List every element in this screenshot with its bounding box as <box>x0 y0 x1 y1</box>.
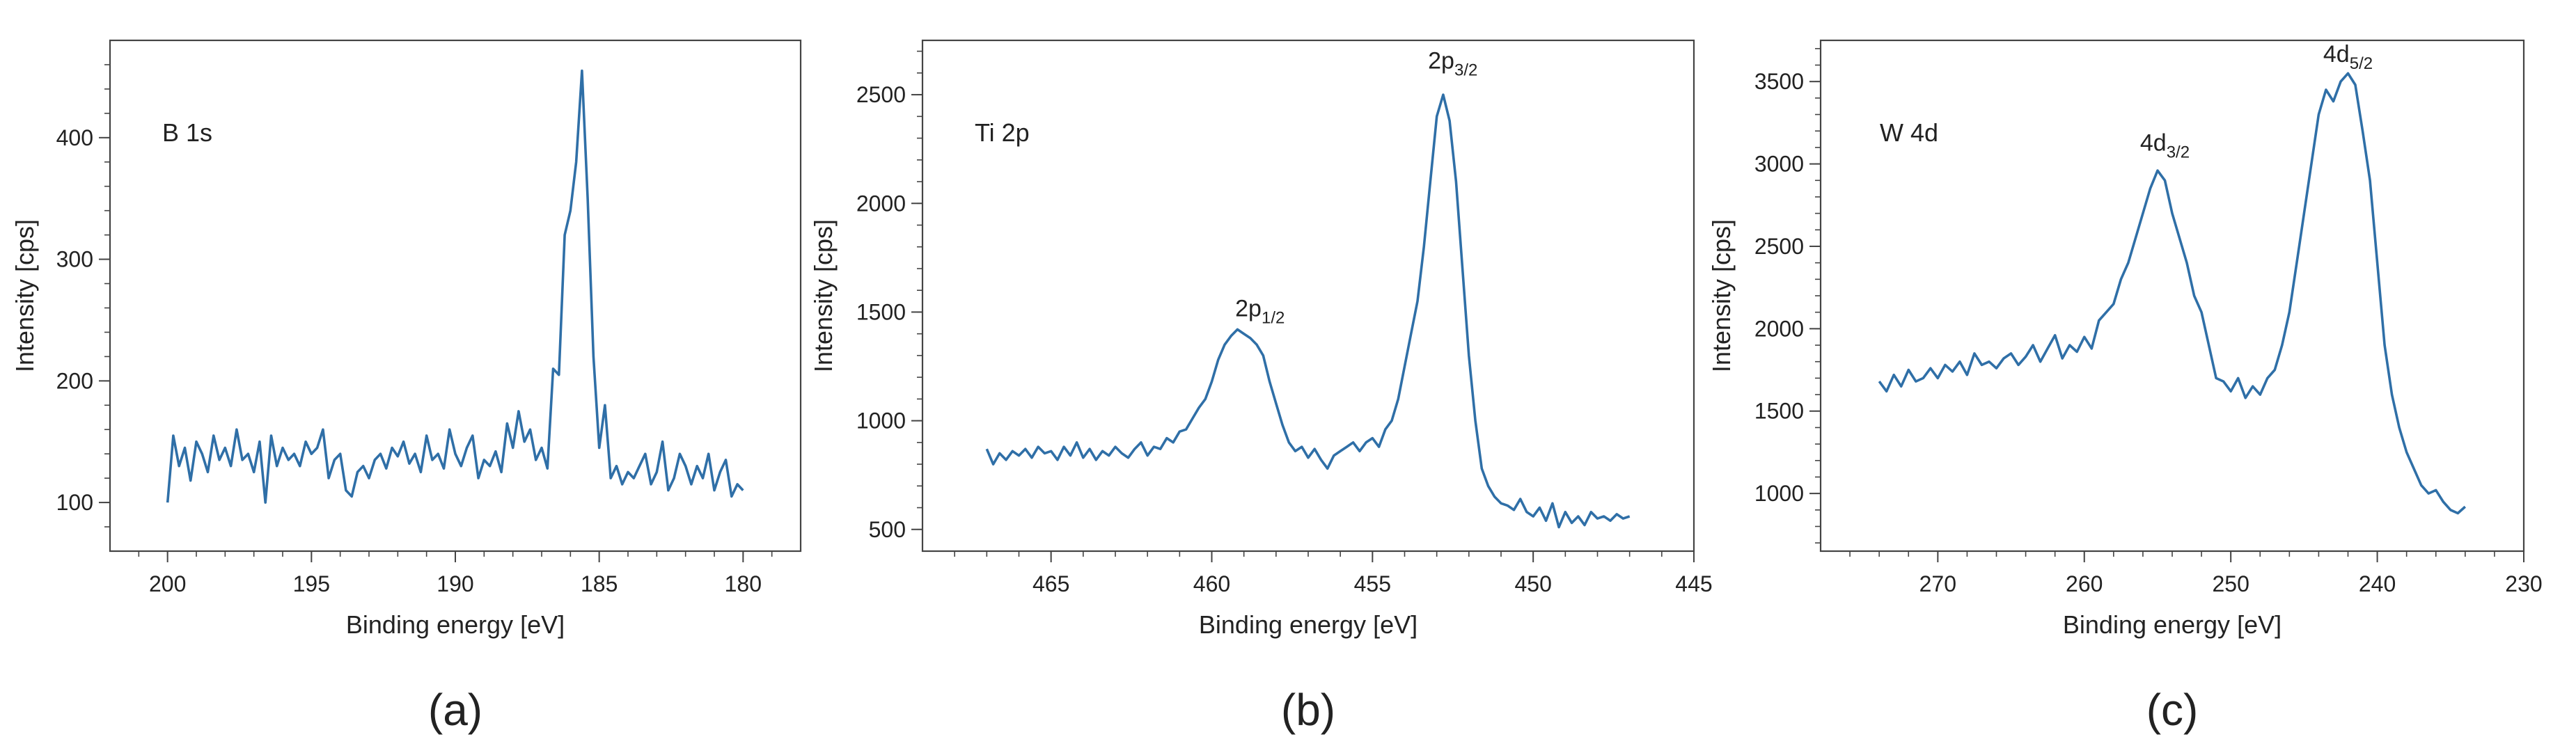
panel-label: (a) <box>428 685 482 735</box>
peak-label: 2p3/2 <box>1428 48 1477 80</box>
y-tick-label: 1500 <box>1754 399 1804 424</box>
chart-title: Ti 2p <box>975 118 1030 147</box>
x-tick-label: 180 <box>725 571 762 596</box>
x-tick-label: 455 <box>1354 571 1391 596</box>
chart-panel-b1s: 200 195 190 185 180 100 200 300 400 Binding energ… <box>10 39 802 735</box>
panel-label: (b) <box>1281 685 1335 735</box>
y-tick-label: 3000 <box>1754 152 1804 177</box>
x-tick-label: 195 <box>293 571 330 596</box>
series-line <box>166 69 744 504</box>
y-tick-label: 1000 <box>1754 481 1804 506</box>
y-tick-label: 2500 <box>856 82 906 107</box>
x-tick-label: 240 <box>2359 571 2396 596</box>
x-tick-label: 460 <box>1193 571 1230 596</box>
peak-label: 4d5/2 <box>2323 41 2373 73</box>
x-tick-label: 270 <box>1919 571 1956 596</box>
x-axis-label: Binding energy [eV] <box>1199 610 1417 639</box>
x-axis-label: Binding energy [eV] <box>346 610 565 639</box>
series-line <box>1878 72 2467 515</box>
x-axis-label: Binding energy [eV] <box>2063 610 2282 639</box>
plot-frame <box>921 39 1695 553</box>
x-tick-label: 185 <box>581 571 618 596</box>
y-tick-label: 2000 <box>856 191 906 216</box>
x-tick-label: 465 <box>1032 571 1069 596</box>
y-tick-label: 200 <box>56 368 93 393</box>
y-axis-label: Intensity [cps] <box>1707 219 1736 372</box>
y-tick-label: 400 <box>56 125 93 150</box>
x-tick-label: 230 <box>2505 571 2542 596</box>
series-line <box>985 93 1631 529</box>
x-tick-label: 260 <box>2066 571 2103 596</box>
x-tick-label: 445 <box>1675 571 1712 596</box>
chart-title: B 1s <box>162 118 212 147</box>
y-tick-label: 1500 <box>856 299 906 324</box>
chart-title: W 4d <box>1880 118 1938 147</box>
y-tick-label: 1000 <box>856 408 906 434</box>
chart-panel-ti2p: 465 460 455 450 445 500 1000 1500 2000 2500 Bindin… <box>809 39 1713 735</box>
y-tick-label: 3500 <box>1754 69 1804 94</box>
y-tick-label: 2000 <box>1754 316 1804 341</box>
y-tick-label: 100 <box>56 490 93 515</box>
x-tick-label: 190 <box>437 571 473 596</box>
panel-label: (c) <box>2146 685 2199 735</box>
y-axis-label: Intensity [cps] <box>809 219 838 372</box>
x-tick-label: 250 <box>2212 571 2249 596</box>
peak-label: 2p1/2 <box>1235 296 1285 328</box>
plot-frame <box>1819 39 2525 553</box>
plot-frame <box>109 39 802 553</box>
peak-label: 4d3/2 <box>2140 130 2190 162</box>
x-tick-label: 450 <box>1514 571 1551 596</box>
y-tick-label: 2500 <box>1754 234 1804 259</box>
y-tick-label: 300 <box>56 247 93 272</box>
y-tick-label: 500 <box>869 517 906 542</box>
chart-panel-w4d: 270 260 250 240 230 1000 1500 2000 2500 3000 3500 B… <box>1707 39 2543 735</box>
y-axis-label: Intensity [cps] <box>10 219 39 372</box>
x-tick-label: 200 <box>149 571 186 596</box>
